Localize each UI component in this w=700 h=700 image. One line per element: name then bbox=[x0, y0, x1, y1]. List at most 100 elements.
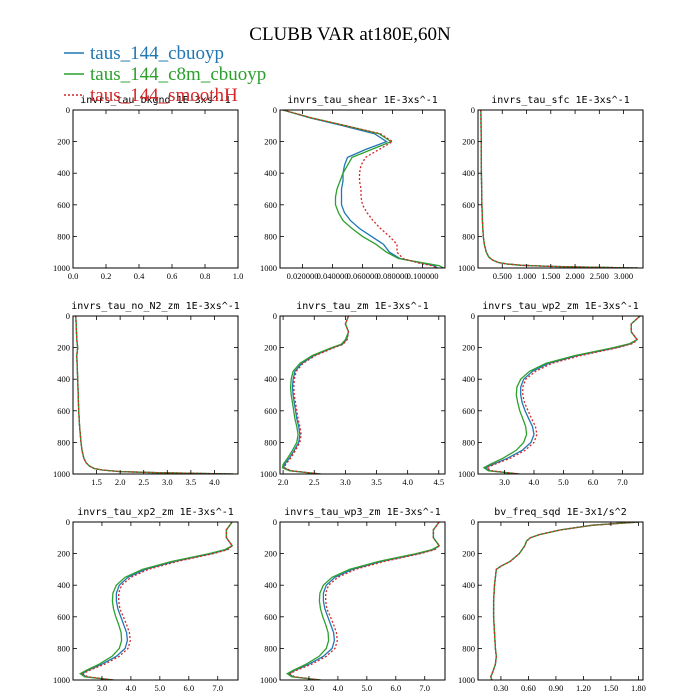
y-tick-label: 400 bbox=[57, 374, 70, 384]
x-tick-label: 7.0 bbox=[617, 477, 628, 487]
y-tick-label: 800 bbox=[264, 643, 277, 653]
x-tick-label: 4.0 bbox=[402, 477, 413, 487]
x-tick-label: 6.0 bbox=[183, 683, 194, 693]
panel-title: invrs_tau_wp2_zm 1E-3xs^-1 bbox=[482, 301, 639, 312]
x-tick-label: 0.2 bbox=[101, 271, 112, 281]
plot-frame bbox=[72, 521, 239, 681]
x-tick-label: 4.0 bbox=[209, 477, 220, 487]
series-line-1 bbox=[490, 522, 639, 680]
x-tick-label: 3.5 bbox=[186, 477, 197, 487]
series-line-2 bbox=[281, 316, 350, 474]
series-group bbox=[490, 522, 639, 680]
y-tick-label: 200 bbox=[264, 343, 277, 353]
series-group bbox=[78, 522, 234, 680]
panel-title: invrs_tau_shear 1E-3xs^-1 bbox=[287, 95, 438, 106]
plot-frame bbox=[279, 315, 446, 475]
y-tick-label: 600 bbox=[264, 406, 277, 416]
plot-frame bbox=[72, 109, 239, 269]
y-tick-label: 400 bbox=[264, 374, 277, 384]
y-tick-label: 0 bbox=[273, 105, 277, 115]
y-tick-label: 600 bbox=[57, 406, 70, 416]
x-tick-label: 5.0 bbox=[155, 683, 166, 693]
plot-frame bbox=[279, 109, 446, 269]
x-tick-label: 6.0 bbox=[588, 477, 599, 487]
y-tick-label: 400 bbox=[264, 580, 277, 590]
x-tick-label: 4.0 bbox=[529, 477, 540, 487]
series-line-1 bbox=[287, 522, 441, 680]
y-tick-label: 0 bbox=[471, 311, 475, 321]
series-line-3 bbox=[283, 316, 350, 474]
series-line-3 bbox=[288, 522, 441, 680]
x-tick-label: 2.5 bbox=[309, 477, 320, 487]
x-tick-label: 3.0 bbox=[499, 477, 510, 487]
panel-title: invrs_tau_wp3_zm 1E-3xs^-1 bbox=[284, 507, 441, 518]
y-tick-label: 800 bbox=[264, 231, 277, 241]
series-line-3 bbox=[485, 316, 641, 474]
series-line-2 bbox=[285, 522, 441, 680]
x-tick-label: 4.0 bbox=[126, 683, 137, 693]
y-tick-label: 1000 bbox=[260, 675, 277, 685]
series-line-3 bbox=[480, 110, 639, 268]
series-group bbox=[482, 316, 641, 474]
x-tick-label: 0.100000 bbox=[407, 271, 439, 281]
x-tick-label: 2.5 bbox=[138, 477, 149, 487]
x-tick-label: 1.5 bbox=[91, 477, 102, 487]
panel-7: 0 200 400 600 800 1000 3.0 4.0 5.0 6.0 7.0 invrs_ta… bbox=[53, 507, 239, 693]
y-tick-label: 200 bbox=[57, 343, 70, 353]
panel-1: 0 200 400 600 800 10000.0 0.2 0.4 0.6 0.8 1.0 invrs… bbox=[53, 95, 243, 281]
series-line-2 bbox=[480, 110, 639, 268]
x-tick-label: 2.000 bbox=[565, 271, 584, 281]
series-line-1 bbox=[80, 522, 234, 680]
y-tick-label: 0 bbox=[66, 517, 70, 527]
plot-frame bbox=[477, 315, 644, 475]
x-tick-label: 4.0 bbox=[333, 683, 344, 693]
legend-label: taus_144_smoothH bbox=[90, 85, 238, 106]
panel-4: 0 200 400 600 800 1000 1.5 2.0 2.5 3.0 3.5 4.0 invrs… bbox=[53, 301, 240, 487]
y-tick-label: 800 bbox=[264, 437, 277, 447]
y-tick-label: 200 bbox=[57, 137, 70, 147]
y-tick-label: 0 bbox=[66, 311, 70, 321]
y-tick-label: 1000 bbox=[458, 263, 475, 273]
x-tick-label: 0.4 bbox=[134, 271, 145, 281]
plot-frame bbox=[477, 109, 644, 269]
x-tick-label: 2.0 bbox=[278, 477, 289, 487]
y-tick-label: 200 bbox=[264, 549, 277, 559]
panel-title: invrs_tau_xp2_zm 1E-3xs^-1 bbox=[77, 507, 234, 518]
y-tick-label: 800 bbox=[462, 231, 475, 241]
x-tick-label: 3.0 bbox=[97, 683, 108, 693]
x-tick-label: 1.20 bbox=[576, 683, 591, 693]
x-tick-label: 3.000 bbox=[614, 271, 633, 281]
x-tick-label: 1.000 bbox=[517, 271, 536, 281]
series-line-2 bbox=[490, 522, 639, 680]
y-tick-label: 600 bbox=[57, 200, 70, 210]
y-tick-label: 1000 bbox=[458, 675, 475, 685]
x-tick-label: 1.0 bbox=[233, 271, 244, 281]
x-tick-label: 3.0 bbox=[162, 477, 173, 487]
x-tick-label: 0.30 bbox=[493, 683, 508, 693]
series-line-1 bbox=[75, 316, 234, 474]
legend-label: taus_144_cbuoyp bbox=[90, 43, 224, 64]
series-line-1 bbox=[480, 110, 639, 268]
y-tick-label: 600 bbox=[57, 612, 70, 622]
x-tick-label: 3.5 bbox=[371, 477, 382, 487]
panel-9: 0 200 400 600 800 1000 0.30 0.60 0.90 1.20 1.50 1.8… bbox=[458, 507, 646, 693]
y-tick-label: 400 bbox=[462, 374, 475, 384]
panel-title: invrs_tau_bkgnd 1E-3xs^-1 bbox=[80, 95, 231, 106]
series-line-3 bbox=[75, 316, 234, 474]
x-tick-label: 4.5 bbox=[433, 477, 444, 487]
panel-8: 0 200 400 600 800 1000 3.0 4.0 5.0 6.0 7.0 invrs_ta… bbox=[260, 507, 446, 693]
y-tick-label: 0 bbox=[273, 517, 277, 527]
plot-frame bbox=[477, 521, 644, 681]
y-tick-label: 400 bbox=[264, 168, 277, 178]
y-tick-label: 0 bbox=[66, 105, 70, 115]
y-tick-label: 0 bbox=[471, 105, 475, 115]
y-tick-label: 0 bbox=[273, 311, 277, 321]
x-tick-label: 0.60 bbox=[521, 683, 536, 693]
x-tick-label: 2.500 bbox=[590, 271, 609, 281]
legend-label: taus_144_c8m_cbuoyp bbox=[90, 64, 266, 85]
y-tick-label: 600 bbox=[462, 406, 475, 416]
x-tick-label: 0.6 bbox=[167, 271, 178, 281]
x-tick-label: 0.060000 bbox=[347, 271, 379, 281]
legend-item-2: taus_144_c8m_cbuoyp bbox=[64, 64, 266, 85]
